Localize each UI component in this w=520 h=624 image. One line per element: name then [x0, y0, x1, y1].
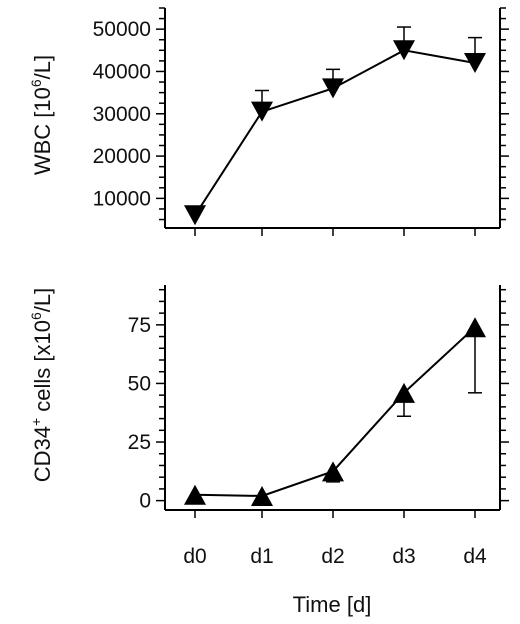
wbc-y-tick-label: 30000 — [93, 103, 151, 126]
wbc-data-point — [393, 40, 415, 61]
wbc-panel: 10000 20000 30000 40000 50000 WBC [106/L] — [28, 7, 509, 236]
x-tick-label: d0 — [183, 545, 206, 568]
wbc-data-point — [251, 101, 273, 122]
wbc-y-tick-label: 50000 — [93, 18, 151, 41]
cd34-y-tick-label: 75 — [128, 314, 151, 337]
x-tick-labels: d0 d1 d2 d3 d4 — [183, 545, 487, 568]
cd34-axes — [156, 285, 509, 518]
cd34-y-tick-labels: 0 25 50 75 — [128, 314, 151, 513]
cd34-data-point — [322, 461, 344, 482]
cd34-data-point — [251, 485, 273, 506]
cd34-y-tick-label: 50 — [128, 372, 151, 395]
wbc-y-tick-label: 40000 — [93, 60, 151, 83]
wbc-axes — [156, 7, 509, 236]
wbc-data-point — [322, 78, 344, 99]
cd34-y-axis-title: CD34+ cells [x106/L] — [28, 288, 55, 483]
wbc-y-tick-labels: 10000 20000 30000 40000 50000 — [93, 18, 151, 210]
wbc-markers — [184, 40, 486, 226]
wbc-series-line — [194, 49, 476, 216]
cd34-data-point — [393, 382, 415, 403]
cd34-y-tick-label: 25 — [128, 431, 151, 454]
cd34-y-tick-label: 0 — [139, 490, 151, 513]
cd34-error-bars — [326, 327, 482, 483]
wbc-data-point — [184, 205, 206, 226]
cd34-data-point — [464, 317, 486, 338]
wbc-y-axis-title: WBC [106/L] — [28, 55, 55, 175]
cd34-panel: 0 25 50 75 CD34+ cells [x106/L] — [28, 285, 509, 518]
wbc-data-point — [464, 53, 486, 73]
x-tick-label: d1 — [250, 545, 273, 568]
wbc-y-tick-label: 10000 — [93, 187, 151, 210]
x-axis-title: Time [d] — [293, 592, 372, 617]
wbc-y-tick-label: 20000 — [93, 145, 151, 168]
cd34-data-point — [184, 484, 206, 505]
cd34-markers — [184, 317, 486, 506]
x-tick-label: d2 — [321, 545, 344, 568]
x-tick-label: d3 — [392, 545, 415, 568]
x-tick-label: d4 — [463, 545, 487, 568]
